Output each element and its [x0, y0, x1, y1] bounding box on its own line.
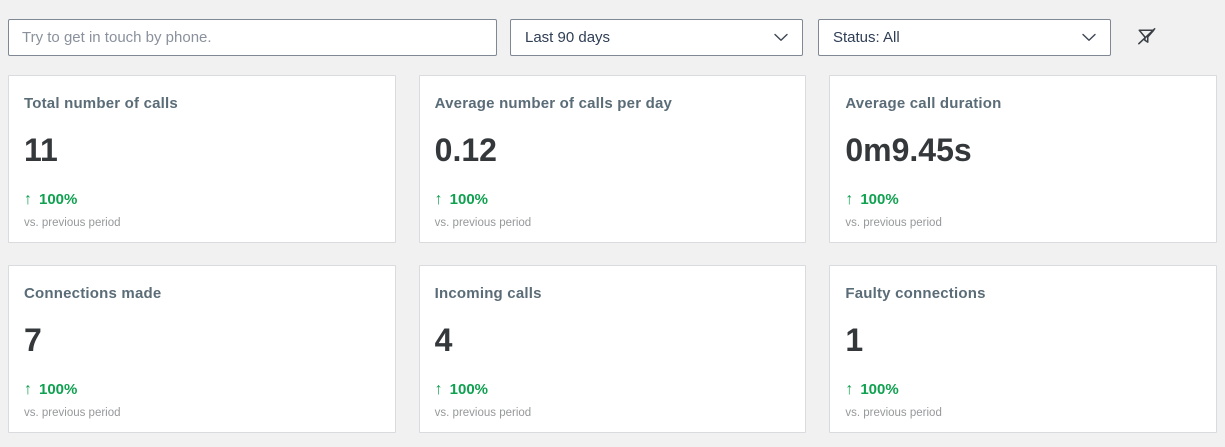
compare-period-label: vs. previous period [845, 406, 942, 419]
calls-analytics-dashboard: Last 90 days Status: All Total number of… [0, 0, 1225, 433]
up-arrow-icon: ↑ [434, 190, 443, 208]
compare-period-label: vs. previous period [845, 216, 942, 229]
card-delta: ↑ 100% [845, 380, 1200, 398]
compare-period-label: vs. previous period [24, 406, 121, 419]
card-delta: ↑ 100% [845, 190, 1200, 208]
card-value: 4 [434, 321, 453, 358]
stat-card-incoming-calls: Incoming calls 4 ↑ 100% vs. previous per… [418, 265, 807, 433]
up-arrow-icon: ↑ [845, 380, 854, 398]
up-arrow-icon: ↑ [24, 380, 32, 398]
card-title: Total number of calls [24, 95, 178, 112]
up-arrow-icon: ↑ [845, 190, 854, 208]
date-range-select[interactable]: Last 90 days [510, 19, 803, 56]
card-value: 7 [24, 321, 42, 358]
compare-period-label: vs. previous period [434, 406, 532, 419]
chevron-down-icon [1082, 29, 1096, 46]
clear-filters-button[interactable] [1130, 22, 1162, 54]
card-delta: ↑ 100% [434, 190, 790, 208]
card-delta: ↑ 100% [24, 380, 379, 398]
compare-period-label: vs. previous period [434, 216, 532, 229]
card-delta: ↑ 100% [24, 190, 379, 208]
phone-search-input[interactable] [8, 19, 497, 56]
card-title: Incoming calls [434, 285, 542, 302]
card-title: Faulty connections [845, 285, 986, 302]
delta-percent: 100% [39, 381, 78, 398]
compare-period-label: vs. previous period [24, 216, 121, 229]
date-range-selected-value: Last 90 days [525, 29, 611, 46]
stat-card-total-number-of-calls: Total number of calls 11 ↑ 100% vs. prev… [8, 75, 396, 243]
delta-percent: 100% [449, 191, 489, 208]
card-value: 11 [24, 131, 58, 168]
stat-card-average-call-duration: Average call duration 0m9.45s ↑ 100% vs.… [829, 75, 1217, 243]
stat-card-faulty-connections: Faulty connections 1 ↑ 100% vs. previous… [829, 265, 1217, 433]
stat-cards-grid: Total number of calls 11 ↑ 100% vs. prev… [8, 75, 1217, 433]
chevron-down-icon [774, 29, 788, 46]
delta-percent: 100% [39, 191, 78, 208]
card-value: 1 [845, 321, 864, 358]
card-value: 0.12 [434, 131, 497, 168]
stat-card-connections-made: Connections made 7 ↑ 100% vs. previous p… [8, 265, 396, 433]
card-value: 0m9.45s [845, 131, 972, 168]
card-title: Connections made [24, 285, 162, 302]
delta-percent: 100% [449, 381, 489, 398]
card-title: Average number of calls per day [434, 95, 673, 112]
status-select[interactable]: Status: All [818, 19, 1111, 56]
stat-card-average-calls-per-day: Average number of calls per day 0.12 ↑ 1… [418, 75, 807, 243]
up-arrow-icon: ↑ [24, 190, 32, 208]
filter-bar: Last 90 days Status: All [0, 0, 1225, 56]
delta-percent: 100% [860, 191, 899, 208]
delta-percent: 100% [860, 381, 899, 398]
card-title: Average call duration [845, 95, 1002, 112]
filter-off-icon [1135, 25, 1158, 51]
status-selected-value: Status: All [833, 29, 900, 46]
up-arrow-icon: ↑ [434, 380, 443, 398]
card-delta: ↑ 100% [434, 380, 790, 398]
